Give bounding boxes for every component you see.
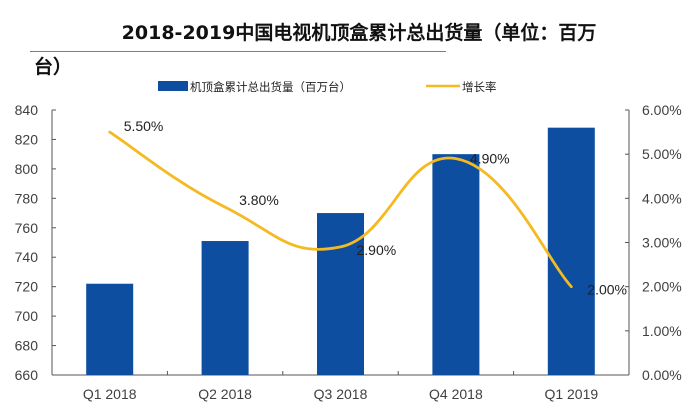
x-axis-tick-label: Q1 2019 [544, 386, 598, 402]
line-series [108, 130, 573, 289]
data-label-growth: 2.00% [587, 282, 627, 298]
left-axis-tick-label: 700 [15, 308, 39, 324]
x-axis-tick-label: Q3 2018 [314, 386, 368, 402]
right-axis-tick-label: 0.00% [642, 367, 682, 383]
bar [547, 127, 595, 376]
x-axis-tick-label: Q1 2018 [83, 386, 137, 402]
right-axis-tick-label: 3.00% [642, 235, 682, 251]
legend: 机顶盒累计总出货量（百万台） 增长率 [158, 80, 497, 94]
data-label-growth: 3.80% [239, 192, 279, 208]
right-axis-tick-label: 1.00% [642, 323, 682, 339]
right-axis-tick-label: 2.00% [642, 279, 682, 295]
legend-label-line: 增长率 [462, 80, 497, 94]
x-axis-tick-label: Q2 2018 [198, 386, 252, 402]
data-label-growth: 5.50% [124, 118, 164, 134]
chart-title-line1: 2018-2019中国电视机顶盒累计总出货量（单位：百万 [121, 22, 597, 44]
right-axis-tick-label: 5.00% [642, 146, 682, 162]
left-axis-tick-label: 780 [15, 190, 39, 206]
left-axis-tick-label: 740 [15, 249, 39, 265]
chart-title-line2: 台） [34, 56, 73, 78]
bar [201, 241, 249, 375]
left-axis-tick-label: 840 [15, 102, 39, 118]
bar [432, 154, 480, 375]
legend-label-bar: 机顶盒累计总出货量（百万台） [190, 80, 351, 94]
data-label-growth: 4.90% [470, 151, 510, 167]
x-axis-tick-label: Q4 2018 [429, 386, 483, 402]
right-axis-tick-label: 4.00% [642, 190, 682, 206]
growth-rate-line [108, 130, 573, 289]
bar-series [86, 127, 595, 376]
axes: 660 680 700 720 740 760 780 800 820 840 0.00% 1.00%… [15, 102, 682, 402]
legend-swatch-bar [158, 81, 188, 91]
bar [86, 283, 134, 375]
data-label-growth: 2.90% [357, 242, 397, 258]
right-axis-tick-label: 6.00% [642, 102, 682, 118]
bar [317, 213, 364, 375]
left-axis-tick-label: 720 [15, 279, 39, 295]
left-axis-tick-label: 820 [15, 131, 39, 147]
left-axis-tick-label: 760 [15, 220, 39, 236]
left-axis-tick-label: 680 [15, 338, 39, 354]
left-axis-tick-label: 660 [15, 367, 39, 383]
left-axis-tick-label: 800 [15, 161, 39, 177]
data-labels: 5.50% 3.80% 2.90% 4.90% 2.00% [124, 118, 627, 298]
title-underline [30, 51, 446, 52]
